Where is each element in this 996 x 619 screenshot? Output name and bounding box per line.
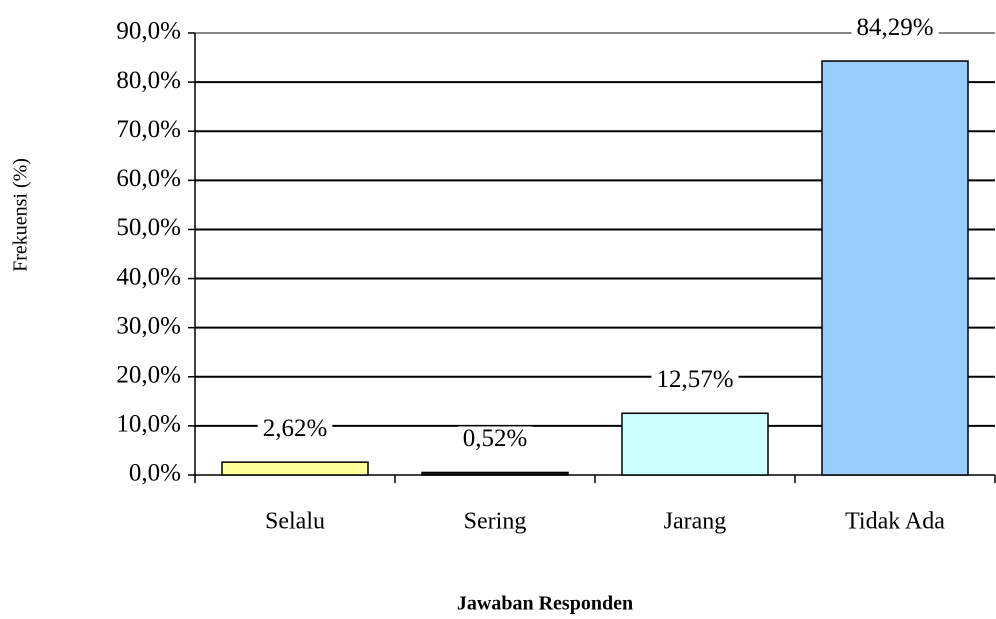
data-label: 12,57% xyxy=(656,366,733,393)
x-tick-label: Selalu xyxy=(265,509,325,535)
data-label: 2,62% xyxy=(263,415,328,442)
y-tick-label: 0,0% xyxy=(129,460,181,487)
y-tick-label: 40,0% xyxy=(116,263,181,290)
y-tick-label: 10,0% xyxy=(116,411,181,438)
data-label-bg xyxy=(651,367,739,396)
data-label-bg xyxy=(457,426,533,455)
y-tick-label: 20,0% xyxy=(116,362,181,389)
bar xyxy=(221,461,369,476)
y-tick-label: 60,0% xyxy=(116,165,181,192)
x-tick-label: Jarang xyxy=(664,509,727,535)
bar xyxy=(421,471,569,476)
x-tick-label: Sering xyxy=(464,509,527,535)
data-label-bg xyxy=(851,15,939,44)
bar xyxy=(821,60,969,476)
y-tick-label: 50,0% xyxy=(116,214,181,241)
bar xyxy=(621,412,769,476)
y-tick-label: 80,0% xyxy=(116,67,181,94)
x-tick-label: Tidak Ada xyxy=(845,509,945,535)
data-label: 0,52% xyxy=(463,425,528,452)
y-tick-label: 90,0% xyxy=(116,18,181,45)
y-tick-label: 70,0% xyxy=(116,116,181,143)
data-label: 84,29% xyxy=(856,14,933,41)
y-tick-label: 30,0% xyxy=(116,312,181,339)
data-label-bg xyxy=(257,416,333,445)
y-axis-title: Frekuensi (%) xyxy=(10,158,32,272)
x-axis-title: Jawaban Responden xyxy=(457,593,633,615)
